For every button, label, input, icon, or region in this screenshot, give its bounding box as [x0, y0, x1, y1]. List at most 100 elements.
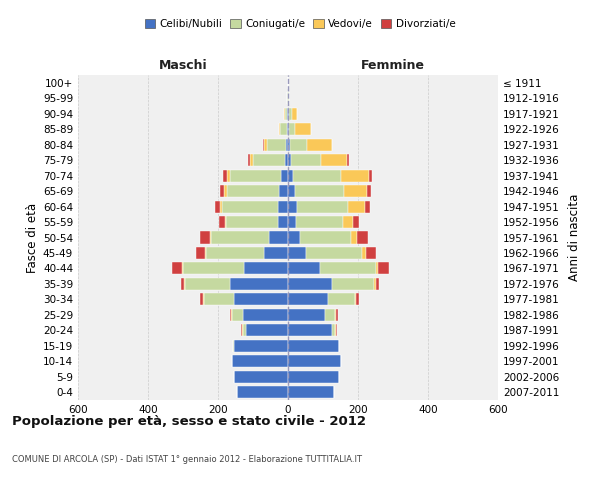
Bar: [290, 138, 307, 150]
Bar: [183, 262, 244, 274]
Bar: [206, 247, 263, 259]
Bar: [237, 386, 288, 398]
Bar: [227, 185, 279, 197]
Bar: [356, 294, 359, 306]
Bar: [269, 232, 288, 243]
Bar: [253, 154, 284, 166]
Bar: [288, 371, 339, 383]
Bar: [286, 138, 288, 150]
Bar: [296, 216, 343, 228]
Bar: [325, 309, 335, 321]
Bar: [277, 200, 288, 212]
Bar: [361, 247, 366, 259]
Bar: [288, 356, 341, 368]
Bar: [181, 278, 184, 290]
Bar: [288, 154, 291, 166]
Bar: [320, 154, 347, 166]
Bar: [288, 324, 332, 336]
Bar: [288, 232, 300, 243]
Bar: [335, 324, 336, 336]
Bar: [288, 340, 339, 352]
Bar: [200, 232, 210, 243]
Bar: [328, 294, 355, 306]
Bar: [365, 200, 370, 212]
Bar: [232, 356, 288, 368]
Text: Popolazione per età, sesso e stato civile - 2012: Popolazione per età, sesso e stato civil…: [12, 415, 366, 428]
Bar: [289, 108, 292, 120]
Bar: [278, 216, 288, 228]
Bar: [366, 247, 376, 259]
Bar: [280, 123, 287, 135]
Bar: [355, 294, 356, 306]
Bar: [288, 200, 297, 212]
Bar: [233, 340, 234, 352]
Bar: [288, 247, 305, 259]
Bar: [339, 340, 340, 352]
Bar: [234, 294, 288, 306]
Bar: [347, 200, 365, 212]
Bar: [288, 108, 289, 120]
Bar: [351, 232, 358, 243]
Bar: [230, 278, 288, 290]
Bar: [288, 294, 328, 306]
Bar: [248, 154, 250, 166]
Y-axis label: Fasce di età: Fasce di età: [26, 202, 39, 272]
Bar: [172, 262, 182, 274]
Bar: [343, 216, 353, 228]
Bar: [287, 108, 288, 120]
Bar: [220, 216, 224, 228]
Bar: [205, 247, 206, 259]
Text: Femmine: Femmine: [361, 59, 425, 72]
Bar: [246, 324, 288, 336]
Bar: [332, 278, 374, 290]
Bar: [281, 170, 288, 181]
Bar: [288, 170, 293, 181]
Bar: [288, 216, 296, 228]
Bar: [184, 278, 185, 290]
Bar: [288, 123, 289, 135]
Bar: [204, 294, 234, 306]
Bar: [279, 185, 288, 197]
Bar: [295, 185, 344, 197]
Bar: [250, 154, 253, 166]
Bar: [185, 278, 230, 290]
Bar: [288, 185, 295, 197]
Bar: [278, 123, 280, 135]
Bar: [203, 294, 204, 306]
Bar: [332, 324, 335, 336]
Bar: [341, 170, 368, 181]
Bar: [227, 170, 230, 181]
Bar: [244, 262, 288, 274]
Bar: [297, 200, 347, 212]
Legend: Celibi/Nubili, Coniugati/e, Vedovi/e, Divorziati/e: Celibi/Nubili, Coniugati/e, Vedovi/e, Di…: [140, 15, 460, 34]
Bar: [224, 185, 227, 197]
Bar: [335, 309, 336, 321]
Bar: [215, 200, 220, 212]
Bar: [292, 108, 297, 120]
Bar: [307, 138, 332, 150]
Y-axis label: Anni di nascita: Anni di nascita: [568, 194, 581, 281]
Bar: [291, 154, 320, 166]
Bar: [288, 278, 332, 290]
Bar: [221, 200, 277, 212]
Text: COMUNE DI ARCOLA (SP) - Dati ISTAT 1° gennaio 2012 - Elaborazione TUTTITALIA.IT: COMUNE DI ARCOLA (SP) - Dati ISTAT 1° ge…: [12, 455, 362, 464]
Bar: [379, 262, 389, 274]
Bar: [263, 138, 267, 150]
Bar: [287, 123, 288, 135]
Bar: [284, 154, 288, 166]
Bar: [367, 185, 371, 197]
Bar: [344, 185, 367, 197]
Bar: [242, 324, 246, 336]
Bar: [230, 170, 281, 181]
Bar: [288, 309, 325, 321]
Bar: [320, 262, 376, 274]
Bar: [353, 216, 359, 228]
Bar: [196, 247, 205, 259]
Bar: [288, 138, 290, 150]
Bar: [376, 278, 379, 290]
Bar: [358, 232, 368, 243]
Bar: [226, 216, 278, 228]
Bar: [224, 216, 226, 228]
Bar: [347, 154, 349, 166]
Text: Maschi: Maschi: [158, 59, 208, 72]
